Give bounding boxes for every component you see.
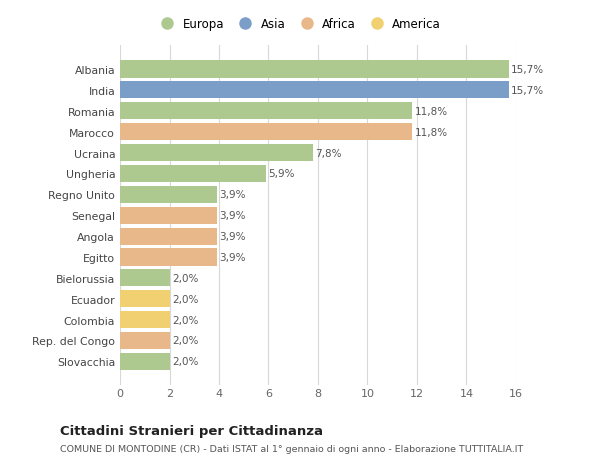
Text: 2,0%: 2,0% bbox=[172, 273, 199, 283]
Bar bbox=[120, 353, 170, 370]
Bar bbox=[120, 291, 170, 308]
Text: 11,8%: 11,8% bbox=[415, 106, 448, 117]
Bar bbox=[120, 311, 170, 329]
Bar bbox=[120, 124, 412, 141]
Bar bbox=[120, 249, 217, 266]
Text: 2,0%: 2,0% bbox=[172, 315, 199, 325]
Text: 3,9%: 3,9% bbox=[219, 211, 245, 221]
Bar bbox=[120, 228, 217, 245]
Text: 2,0%: 2,0% bbox=[172, 294, 199, 304]
Text: 3,9%: 3,9% bbox=[219, 252, 245, 263]
Text: 7,8%: 7,8% bbox=[316, 148, 342, 158]
Text: 11,8%: 11,8% bbox=[415, 128, 448, 137]
Legend: Europa, Asia, Africa, America: Europa, Asia, Africa, America bbox=[155, 18, 441, 31]
Text: 2,0%: 2,0% bbox=[172, 357, 199, 367]
Text: 2,0%: 2,0% bbox=[172, 336, 199, 346]
Bar bbox=[120, 166, 266, 183]
Text: 5,9%: 5,9% bbox=[268, 169, 295, 179]
Text: 3,9%: 3,9% bbox=[219, 190, 245, 200]
Bar bbox=[120, 207, 217, 224]
Bar bbox=[120, 103, 412, 120]
Text: Cittadini Stranieri per Cittadinanza: Cittadini Stranieri per Cittadinanza bbox=[60, 425, 323, 437]
Text: 15,7%: 15,7% bbox=[511, 65, 544, 75]
Bar bbox=[120, 270, 170, 287]
Text: COMUNE DI MONTODINE (CR) - Dati ISTAT al 1° gennaio di ogni anno - Elaborazione : COMUNE DI MONTODINE (CR) - Dati ISTAT al… bbox=[60, 444, 523, 453]
Bar bbox=[120, 62, 509, 78]
Bar bbox=[120, 145, 313, 162]
Bar bbox=[120, 82, 509, 99]
Text: 15,7%: 15,7% bbox=[511, 86, 544, 96]
Bar bbox=[120, 332, 170, 349]
Bar bbox=[120, 186, 217, 203]
Text: 3,9%: 3,9% bbox=[219, 232, 245, 241]
